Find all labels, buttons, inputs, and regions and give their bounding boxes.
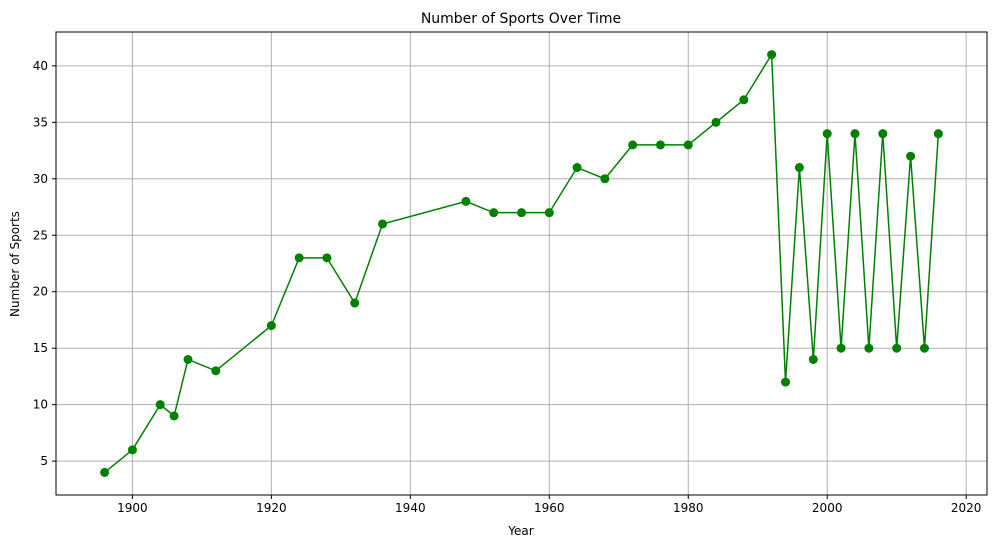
x-tick-label: 1900 xyxy=(117,501,148,515)
y-tick-label: 5 xyxy=(40,454,48,468)
data-point xyxy=(683,140,693,150)
chart-title: Number of Sports Over Time xyxy=(421,11,621,27)
y-axis-label: Number of Sports xyxy=(8,211,22,317)
data-point xyxy=(906,151,916,161)
data-point xyxy=(600,174,610,184)
data-point xyxy=(878,129,888,139)
y-tick-label: 40 xyxy=(33,59,48,73)
y-tick-label: 25 xyxy=(33,228,48,242)
data-point xyxy=(517,208,526,218)
data-point xyxy=(822,129,832,139)
y-tick-label: 30 xyxy=(33,172,48,186)
data-point xyxy=(544,208,554,218)
data-point xyxy=(864,343,874,353)
plot-frame xyxy=(55,31,988,496)
data-point xyxy=(183,354,193,364)
data-point xyxy=(169,411,179,421)
x-tick-label: 2000 xyxy=(812,501,843,515)
data-point xyxy=(739,95,749,105)
data-point xyxy=(850,129,860,139)
y-tick-label: 15 xyxy=(33,341,48,355)
data-point xyxy=(892,343,902,353)
grid xyxy=(56,32,987,495)
x-tick-label: 1940 xyxy=(395,501,426,515)
y-tick-label: 35 xyxy=(33,115,48,129)
data-point xyxy=(155,400,165,410)
data-point xyxy=(266,321,276,331)
data-point xyxy=(836,343,846,353)
data-point xyxy=(919,343,929,353)
x-tick-label: 1980 xyxy=(673,501,704,515)
data-point xyxy=(211,366,221,376)
y-tick-label: 20 xyxy=(33,285,48,299)
axes: 1900 1920 1940 1960 1980 2000 2020 5 10 15 20 25 30 3… xyxy=(33,31,988,515)
data-point xyxy=(781,377,791,387)
data-point xyxy=(100,467,110,477)
x-tick-label: 1960 xyxy=(534,501,565,515)
data-point xyxy=(628,140,638,150)
x-tick-label: 2020 xyxy=(951,501,982,515)
y-tick-label: 10 xyxy=(33,398,48,412)
data-point xyxy=(808,354,818,364)
data-point xyxy=(461,196,471,206)
data-point xyxy=(711,117,721,127)
data-point xyxy=(655,140,665,150)
series-layer xyxy=(100,50,943,477)
data-point xyxy=(127,445,137,455)
data-point xyxy=(294,253,304,263)
data-point xyxy=(322,253,332,263)
x-tick-label: 1920 xyxy=(256,501,287,515)
data-point xyxy=(794,163,804,173)
data-point xyxy=(350,298,360,308)
data-point xyxy=(933,129,943,139)
data-point xyxy=(378,219,388,229)
x-axis-label: Year xyxy=(507,524,533,538)
data-point xyxy=(767,50,777,60)
series-line xyxy=(104,52,940,473)
data-point xyxy=(572,163,582,173)
data-point xyxy=(489,208,499,218)
